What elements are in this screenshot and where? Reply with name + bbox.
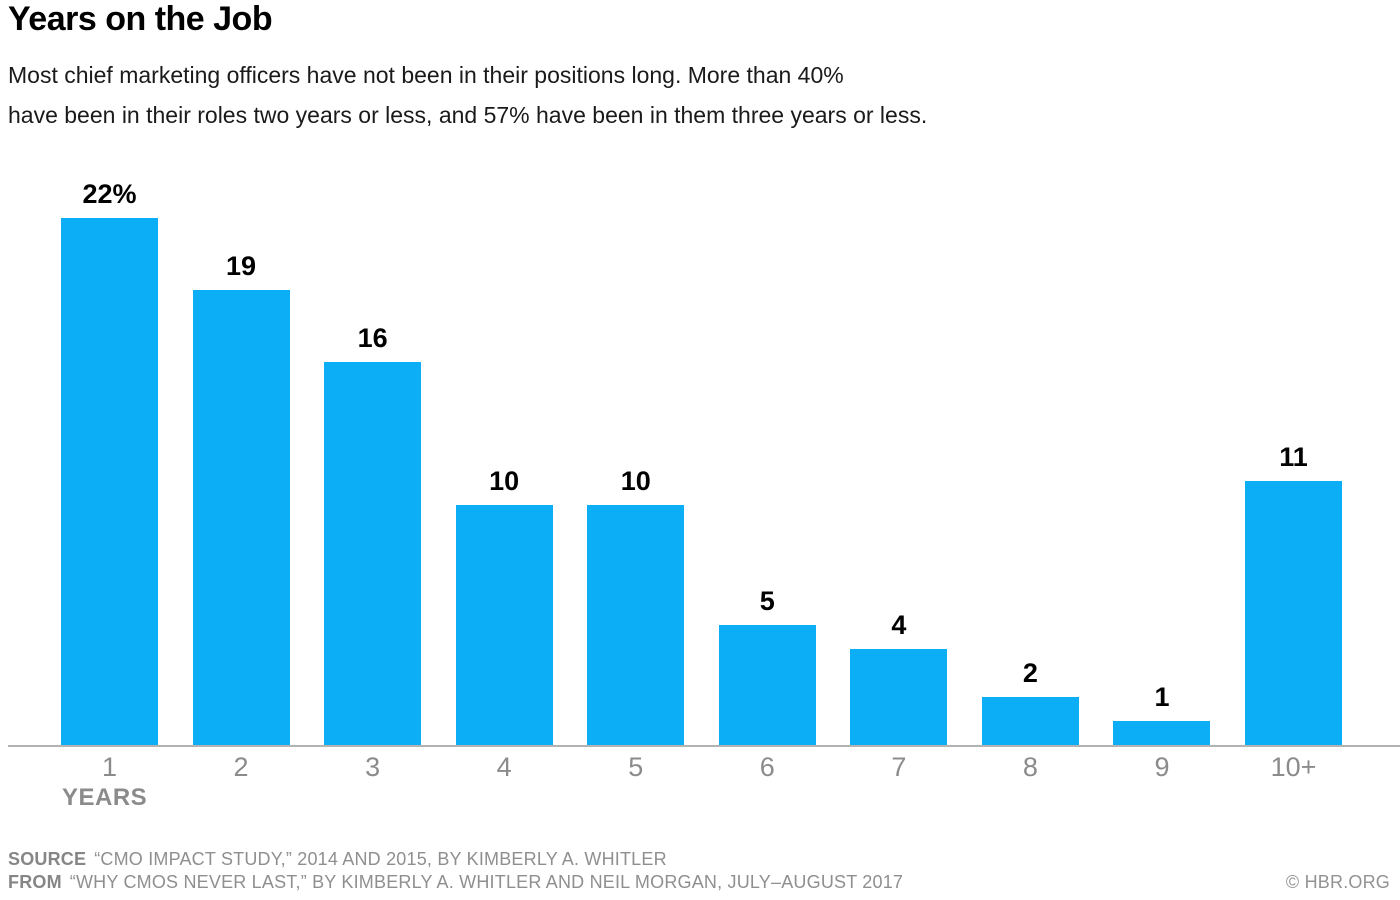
from-label: FROM xyxy=(8,872,62,892)
bar-value-label: 5 xyxy=(759,586,775,616)
x-tick-label: 7 xyxy=(891,752,907,782)
bar-value-label: 10 xyxy=(489,466,520,496)
bar-value-label: 19 xyxy=(226,251,257,281)
source-line: SOURCE “CMO IMPACT STUDY,” 2014 AND 2015,… xyxy=(8,849,667,870)
x-tick-label: 2 xyxy=(233,752,249,782)
from-line: FROM “WHY CMOS NEVER LAST,” BY KIMBERLY A… xyxy=(8,872,903,893)
bar-value-label: 2 xyxy=(1022,658,1038,688)
bar-value-label: 10 xyxy=(620,466,651,496)
bar xyxy=(850,649,948,745)
x-axis-line xyxy=(8,745,1400,747)
x-tick-label: 4 xyxy=(496,752,512,782)
bar xyxy=(192,290,290,745)
bar-chart-plot-area: 22% 19 16 10 10 5 4 2 1 11 xyxy=(0,170,1400,745)
bar-value-label: 4 xyxy=(891,610,907,640)
bar xyxy=(1113,721,1211,745)
x-tick-label: 5 xyxy=(628,752,644,782)
page-title: Years on the Job xyxy=(8,0,273,38)
x-tick-label: 6 xyxy=(759,752,775,782)
subtitle-line-2: have been in their roles two years or le… xyxy=(8,102,928,128)
bar xyxy=(587,505,685,745)
source-label: SOURCE xyxy=(8,849,87,869)
bar xyxy=(718,625,816,745)
bar-value-label: 22% xyxy=(82,179,137,209)
chart-subtitle: Most chief marketing officers have not b… xyxy=(8,55,927,135)
bar xyxy=(324,362,422,745)
x-tick-label: 3 xyxy=(365,752,381,782)
x-axis-title: YEARS xyxy=(62,784,148,811)
bar xyxy=(1245,481,1343,745)
bar-value-label: 11 xyxy=(1279,442,1308,472)
source-text: “CMO IMPACT STUDY,” 2014 AND 2015, BY KI… xyxy=(94,849,667,869)
x-tick-label: 8 xyxy=(1022,752,1038,782)
copyright-text: © HBR.ORG xyxy=(1285,872,1390,892)
subtitle-line-1: Most chief marketing officers have not b… xyxy=(8,62,844,88)
bar xyxy=(981,697,1079,745)
x-tick-label: 10+ xyxy=(1270,752,1317,782)
bar-value-label: 1 xyxy=(1154,682,1170,712)
bar xyxy=(455,505,553,745)
x-tick-label: 1 xyxy=(101,752,118,782)
bar-value-label: 16 xyxy=(357,323,388,353)
x-tick-label: 9 xyxy=(1154,752,1170,782)
from-text: “WHY CMOS NEVER LAST,” BY KIMBERLY A. WH… xyxy=(69,872,904,892)
bar xyxy=(61,218,158,745)
